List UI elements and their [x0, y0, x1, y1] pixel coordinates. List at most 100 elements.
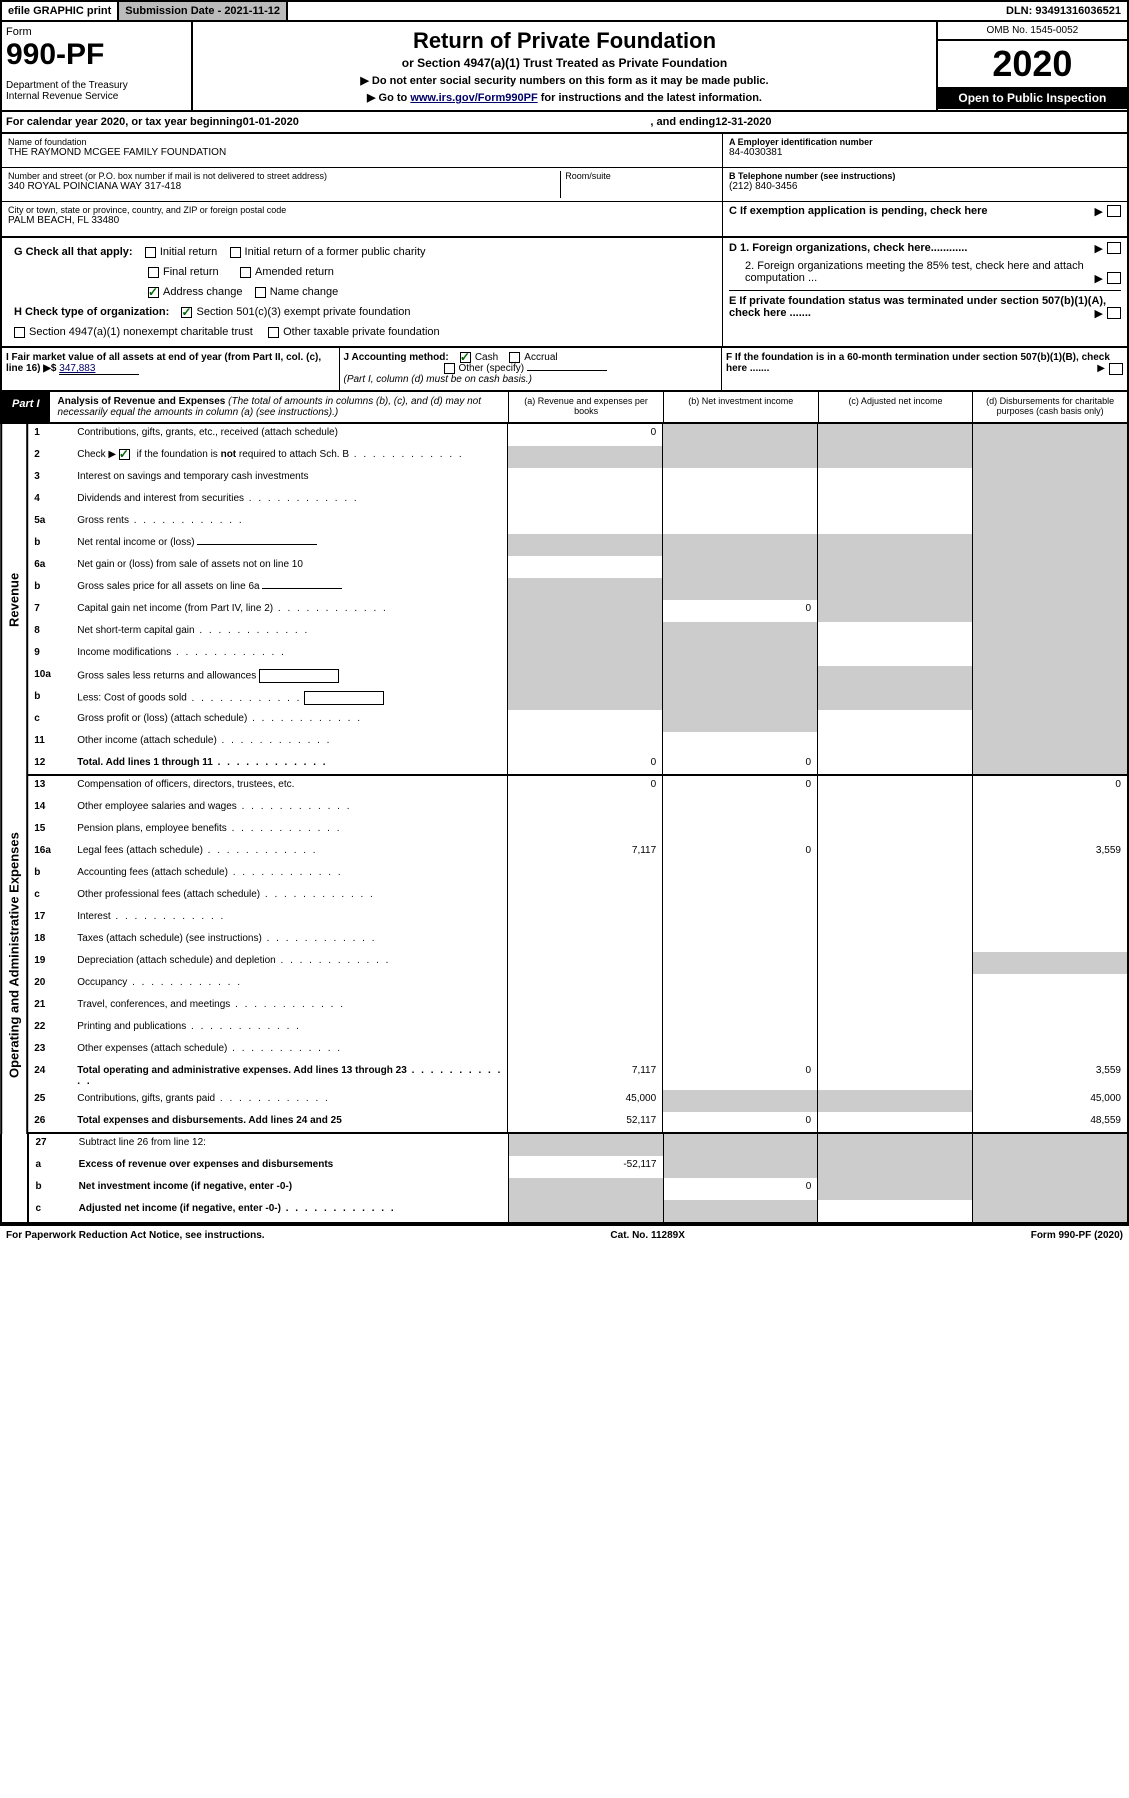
l14: Other employee salaries and wages [77, 801, 237, 812]
l24-d: 3,559 [972, 1062, 1127, 1090]
col-d-hdr: (d) Disbursements for charitable purpose… [972, 392, 1127, 422]
4947-cb[interactable] [14, 327, 25, 338]
initial-former: Initial return of a former public charit… [245, 246, 426, 258]
col-a-hdr: (a) Revenue and expenses per books [508, 392, 663, 422]
l7: Capital gain net income (from Part IV, l… [77, 603, 273, 614]
other-method-cb[interactable] [444, 363, 455, 374]
l5a: Gross rents [77, 515, 129, 526]
address: 340 ROYAL POINCIANA WAY 317-418 [8, 181, 560, 192]
name-label: Name of foundation [8, 137, 716, 147]
h-label: H Check type of organization: [14, 306, 169, 318]
l26-d: 48,559 [972, 1112, 1127, 1132]
addr-change-cb[interactable] [148, 287, 159, 298]
room-label: Room/suite [565, 171, 716, 181]
f-cb[interactable] [1109, 363, 1123, 375]
l4: Dividends and interest from securities [77, 493, 244, 504]
d1-cb[interactable] [1107, 242, 1121, 254]
part1-title: Analysis of Revenue and Expenses [58, 396, 226, 407]
other-specify: Other (specify) [459, 363, 525, 374]
initial-return: Initial return [160, 246, 217, 258]
l2b: if the foundation is not required to att… [134, 449, 349, 460]
l12-b: 0 [662, 754, 817, 774]
other-taxable: Other taxable private foundation [283, 326, 440, 338]
l12: Total. Add lines 1 through 11 [77, 757, 213, 768]
form-footer: Form 990-PF (2020) [1031, 1230, 1123, 1241]
l16a: Legal fees (attach schedule) [77, 845, 203, 856]
l26: Total expenses and disbursements. Add li… [73, 1112, 507, 1132]
cash-cb[interactable] [460, 352, 471, 363]
cal-end: 12-31-2020 [715, 116, 771, 128]
initial-return-cb[interactable] [145, 247, 156, 258]
other-taxable-cb[interactable] [268, 327, 279, 338]
expenses-side: Operating and Administrative Expenses [0, 776, 28, 1134]
l25-d: 45,000 [972, 1090, 1127, 1112]
c-checkbox[interactable] [1107, 205, 1121, 217]
i-label: I Fair market value of all assets at end… [6, 352, 321, 374]
l10b: Less: Cost of goods sold [77, 693, 187, 704]
form-number: 990-PF [6, 38, 187, 72]
cat-no: Cat. No. 11289X [610, 1230, 684, 1241]
l27a-a: -52,117 [508, 1156, 663, 1178]
col-c-hdr: (c) Adjusted net income [818, 392, 973, 422]
l12-a: 0 [507, 754, 662, 774]
l5b: Net rental income or (loss) [77, 537, 194, 548]
l6b: Gross sales price for all assets on line… [77, 581, 259, 592]
501c3-cb[interactable] [181, 307, 192, 318]
addr-change: Address change [163, 286, 243, 298]
l10a: Gross sales less returns and allowances [77, 671, 256, 682]
i-value[interactable]: 347,883 [59, 363, 139, 375]
l27: Subtract line 26 from line 12: [75, 1134, 508, 1156]
final-return: Final return [163, 266, 219, 278]
d2-label: 2. Foreign organizations meeting the 85%… [745, 260, 1084, 284]
j-note: (Part I, column (d) must be on cash basi… [344, 374, 532, 385]
l25: Contributions, gifts, grants paid [77, 1093, 215, 1104]
final-return-cb[interactable] [148, 267, 159, 278]
l26-a: 52,117 [507, 1112, 662, 1132]
l1-a: 0 [507, 424, 662, 446]
cal-year-a: For calendar year 2020, or tax year begi… [6, 116, 243, 128]
l24: Total operating and administrative expen… [77, 1065, 407, 1076]
l26-b: 0 [662, 1112, 817, 1132]
name-change: Name change [270, 286, 339, 298]
c-label: C If exemption application is pending, c… [729, 205, 988, 217]
goto-suffix: for instructions and the latest informat… [538, 92, 762, 104]
l25-a: 45,000 [507, 1090, 662, 1112]
cal-year-c: , and ending [650, 116, 715, 128]
efile-button[interactable]: efile GRAPHIC print [2, 2, 119, 20]
l1: Contributions, gifts, grants, etc., rece… [73, 424, 507, 446]
part1-label: Part I [2, 392, 50, 422]
l27b: Net investment income (if negative, ente… [75, 1178, 508, 1200]
amended-cb[interactable] [240, 267, 251, 278]
l17: Interest [77, 911, 110, 922]
accrual-cb[interactable] [509, 352, 520, 363]
instructions-link[interactable]: www.irs.gov/Form990PF [410, 92, 537, 104]
l16b: Accounting fees (attach schedule) [77, 867, 228, 878]
submission-date: Submission Date - 2021-11-12 [119, 2, 288, 20]
l16a-b: 0 [662, 842, 817, 864]
e-label: E If private foundation status was termi… [729, 295, 1106, 319]
name-change-cb[interactable] [255, 287, 266, 298]
schb-cb[interactable] [119, 449, 130, 460]
l16a-d: 3,559 [972, 842, 1127, 864]
initial-former-cb[interactable] [230, 247, 241, 258]
l18: Taxes (attach schedule) (see instruction… [77, 933, 262, 944]
dln: DLN: 93491316036521 [1000, 2, 1127, 20]
ein: 84-4030381 [729, 147, 1121, 158]
l23: Other expenses (attach schedule) [77, 1043, 227, 1054]
e-cb[interactable] [1107, 307, 1121, 319]
amended: Amended return [255, 266, 334, 278]
dept-treasury: Department of the Treasury Internal Reve… [6, 80, 187, 102]
open-public: Open to Public Inspection [938, 87, 1127, 109]
l27b-b: 0 [663, 1178, 818, 1200]
revenue-side: Revenue [0, 424, 28, 776]
city-state-zip: PALM BEACH, FL 33480 [8, 215, 716, 226]
telephone: (212) 840-3456 [729, 181, 1121, 192]
g-label: G Check all that apply: [14, 246, 133, 258]
col-b-hdr: (b) Net investment income [663, 392, 818, 422]
4947: Section 4947(a)(1) nonexempt charitable … [29, 326, 253, 338]
paperwork-notice: For Paperwork Reduction Act Notice, see … [6, 1230, 265, 1241]
l20: Occupancy [77, 977, 127, 988]
d2-cb[interactable] [1107, 272, 1121, 284]
d1-label: D 1. Foreign organizations, check here..… [729, 242, 967, 254]
goto-prefix: ▶ Go to [367, 92, 410, 104]
